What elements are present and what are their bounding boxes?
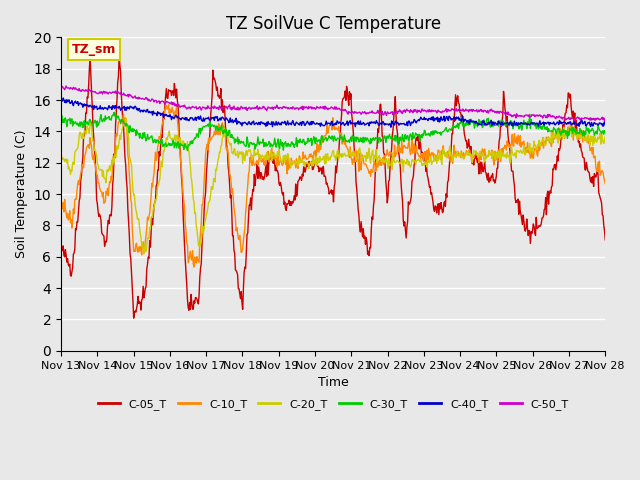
Y-axis label: Soil Temperature (C): Soil Temperature (C)	[15, 130, 28, 258]
Text: TZ_sm: TZ_sm	[72, 43, 116, 56]
Legend: C-05_T, C-10_T, C-20_T, C-30_T, C-40_T, C-50_T: C-05_T, C-10_T, C-20_T, C-30_T, C-40_T, …	[93, 395, 573, 414]
X-axis label: Time: Time	[318, 376, 349, 389]
Title: TZ SoilVue C Temperature: TZ SoilVue C Temperature	[225, 15, 441, 33]
